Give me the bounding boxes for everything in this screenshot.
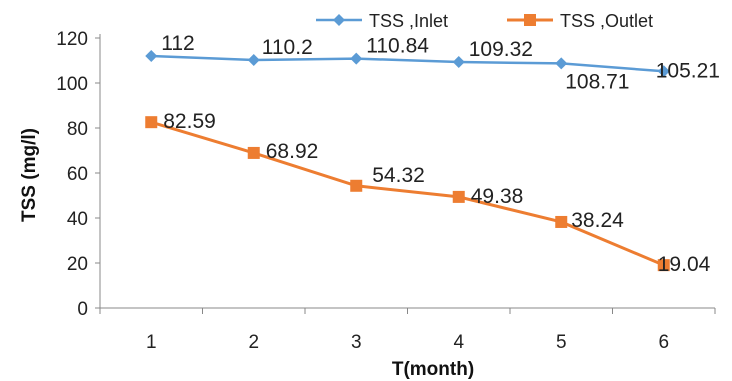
data-label: 110.84	[366, 35, 429, 58]
y-tick-label: 40	[67, 209, 88, 230]
y-tick-label: 20	[67, 254, 88, 275]
x-axis-title: T(month)	[392, 359, 474, 380]
y-axis: 0 20 40 60 80 100 120	[56, 29, 101, 320]
inlet-point-marker	[350, 52, 363, 65]
y-tick-label: 100	[56, 74, 88, 95]
legend-label: TSS ,Inlet	[369, 11, 448, 31]
x-tick-label: 3	[351, 332, 362, 353]
legend: TSS ,Inlet TSS ,Outlet	[316, 11, 653, 31]
data-label: 19.04	[658, 253, 711, 276]
plot-area: 112 110.2 110.84 109.32 108.71 105.21 82.59 68.…	[145, 32, 720, 276]
outlet-point-marker	[452, 190, 465, 203]
data-label: 82.59	[163, 110, 216, 133]
data-label: 110.2	[262, 36, 313, 59]
x-tick-label: 1	[146, 332, 157, 353]
legend-label: TSS ,Outlet	[560, 11, 653, 31]
data-label: 38.24	[571, 209, 624, 232]
legend-marker-square	[524, 14, 536, 26]
data-label: 112	[161, 32, 194, 55]
outlet-point-marker	[555, 215, 568, 228]
inlet-point-marker	[452, 56, 465, 69]
data-label: 109.32	[469, 38, 533, 61]
x-tick-label: 4	[453, 332, 464, 353]
data-label: 105.21	[656, 59, 720, 82]
y-tick-label: 80	[67, 119, 88, 140]
outlet-point-marker	[145, 116, 158, 129]
outlet-point-marker	[350, 179, 363, 192]
inlet-point-marker	[145, 50, 158, 62]
series-line-inlet	[151, 54, 664, 73]
x-axis: 1 2 3 4 5 6	[99, 307, 716, 353]
y-tick-label: 60	[67, 164, 88, 185]
x-tick-label: 6	[658, 332, 669, 353]
data-label: 68.92	[266, 140, 319, 163]
inlet-point-marker	[247, 54, 260, 67]
data-label: 49.38	[471, 185, 524, 208]
y-tick-label: 120	[56, 29, 88, 50]
legend-marker-diamond	[333, 14, 345, 26]
data-label: 108.71	[565, 70, 629, 93]
y-axis-title: TSS (mg/l)	[19, 128, 40, 222]
inlet-point-marker	[555, 57, 568, 70]
data-label: 54.32	[372, 164, 425, 187]
x-tick-label: 2	[248, 332, 259, 353]
x-tick-label: 5	[556, 332, 567, 353]
outlet-point-marker	[657, 259, 670, 272]
outlet-point-marker	[247, 146, 260, 159]
y-tick-label: 0	[77, 299, 88, 320]
inlet-point-marker	[657, 65, 670, 78]
series-line-outlet	[150, 120, 665, 267]
